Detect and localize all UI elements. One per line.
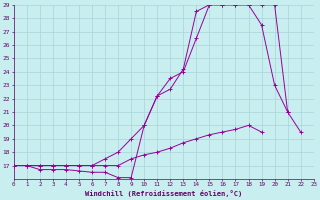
X-axis label: Windchill (Refroidissement éolien,°C): Windchill (Refroidissement éolien,°C): [85, 190, 242, 197]
